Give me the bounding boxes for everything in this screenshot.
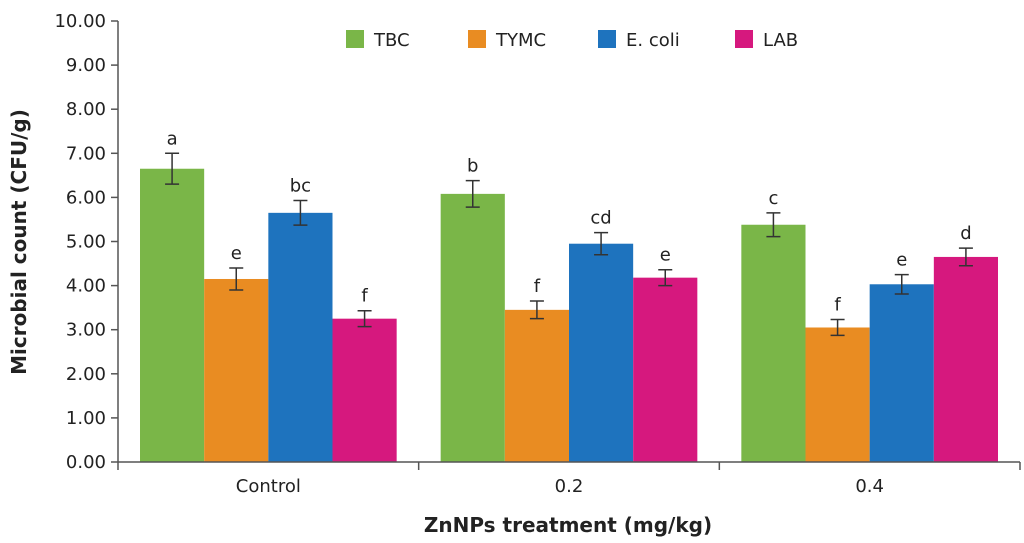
- y-tick-label: 9.00: [66, 55, 106, 76]
- error-bar: [229, 267, 244, 291]
- bar: [933, 256, 998, 462]
- y-tick-label: 1.00: [66, 408, 106, 429]
- legend: TBC TYMC E. coli LAB: [346, 30, 798, 51]
- significance-label: f: [361, 286, 368, 307]
- bars: [140, 168, 998, 463]
- legend-swatch: [598, 30, 616, 48]
- x-axis-title: ZnNPs treatment (mg/kg): [424, 513, 712, 537]
- significance-label: c: [768, 188, 778, 209]
- legend-label: LAB: [763, 30, 798, 51]
- error-bar: [894, 273, 909, 295]
- bar: [268, 212, 333, 462]
- error-bars: [165, 152, 973, 337]
- error-bar: [465, 179, 480, 208]
- y-tick-label: 4.00: [66, 276, 106, 297]
- bar: [440, 193, 505, 462]
- legend-label: E. coli: [626, 30, 680, 51]
- error-bar: [594, 231, 609, 256]
- significance-label: bc: [290, 175, 311, 196]
- significance-label: a: [167, 128, 178, 149]
- y-tick-label: 8.00: [66, 99, 106, 120]
- error-bar: [830, 318, 845, 337]
- x-tick-label: Control: [236, 476, 301, 497]
- bar: [140, 168, 205, 463]
- significance-label: cd: [590, 208, 611, 229]
- y-axis-title: Microbial count (CFU/g): [7, 109, 31, 375]
- y-tick-label: 0.00: [66, 452, 106, 473]
- x-tick-label: 0.2: [555, 476, 584, 497]
- bar: [569, 243, 634, 462]
- error-bar: [293, 199, 308, 226]
- y-tick-label: 10.00: [54, 11, 106, 32]
- y-tick-label: 3.00: [66, 320, 106, 341]
- legend-swatch: [735, 30, 753, 48]
- error-bar: [357, 309, 372, 328]
- x-axis-ticks: Control 0.2 0.4: [117, 462, 1021, 497]
- legend-swatch: [346, 30, 364, 48]
- x-tick-label: 0.4: [855, 476, 884, 497]
- bar: [332, 318, 397, 462]
- y-tick-label: 5.00: [66, 232, 106, 253]
- significance-label: e: [660, 245, 671, 266]
- y-tick-label: 7.00: [66, 143, 106, 164]
- y-tick-label: 6.00: [66, 187, 106, 208]
- bar: [504, 309, 569, 462]
- bar: [869, 284, 934, 462]
- significance-label: b: [467, 156, 478, 177]
- error-bar: [165, 152, 180, 185]
- legend-label: TBC: [373, 30, 410, 51]
- significance-label: f: [834, 295, 841, 316]
- error-bar: [529, 300, 544, 320]
- significance-label: f: [534, 276, 541, 297]
- error-bar: [658, 268, 673, 287]
- error-bar: [766, 212, 781, 238]
- bar: [741, 224, 806, 462]
- y-axis-ticks: 0.00 1.00 2.00 3.00 4.00 5.00 6.00 7.00 8.00 9.00…: [54, 11, 118, 473]
- bar: [204, 278, 269, 462]
- bar: [633, 277, 698, 462]
- significance-label: e: [231, 243, 242, 264]
- legend-label: TYMC: [495, 30, 546, 51]
- error-bar: [958, 247, 973, 267]
- y-tick-label: 2.00: [66, 364, 106, 385]
- legend-swatch: [468, 30, 486, 48]
- significance-label: d: [960, 223, 971, 244]
- significance-label: e: [896, 250, 907, 271]
- bar: [805, 327, 870, 462]
